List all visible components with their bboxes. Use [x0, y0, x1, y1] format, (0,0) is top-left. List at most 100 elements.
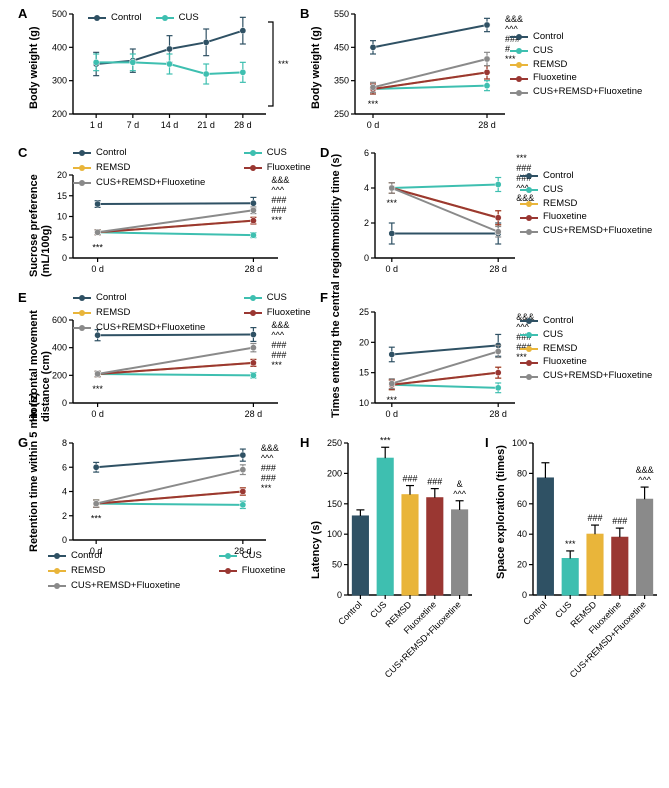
panel-D: D02460 d28 d******######^^^&&&Immobility…: [320, 145, 665, 280]
panel-A: A2003004005001 d7 d14 d21 d28 d***Body w…: [18, 6, 278, 136]
legend-item: Control: [88, 12, 142, 25]
svg-text:^^^: ^^^: [453, 489, 466, 499]
legend-label: REMSD: [71, 565, 105, 578]
y-axis-title: Retention time within 5 min (s): [28, 392, 40, 552]
y-axis-title-line: Times entering the central region: [330, 244, 342, 417]
legend-item: REMSD: [73, 162, 228, 175]
legend-swatch: [244, 149, 262, 157]
legend-swatch: [88, 14, 106, 22]
legend-swatch: [48, 567, 66, 575]
panel-B: B2503504505500 d28 d***&&&^^^####***Body…: [300, 6, 660, 136]
y-axis-title-line: Body weight (g): [28, 27, 40, 110]
svg-text:28 d: 28 d: [245, 409, 263, 419]
svg-text:100: 100: [512, 438, 527, 448]
svg-text:500: 500: [52, 9, 67, 19]
legend-swatch: [73, 149, 91, 157]
svg-text:4: 4: [364, 183, 369, 193]
legend-label: REMSD: [96, 307, 130, 320]
y-axis-title: Body weight (g): [310, 27, 322, 110]
legend-swatch: [48, 582, 66, 590]
svg-text:0: 0: [364, 253, 369, 263]
panel-H: H050100150200250ControlCUS***REMSD###Flu…: [300, 435, 480, 725]
svg-text:###: ###: [261, 463, 276, 473]
svg-text:28 d: 28 d: [234, 120, 252, 130]
legend-item: CUS: [520, 329, 652, 342]
svg-text:80: 80: [517, 468, 527, 478]
legend-item: Control: [520, 315, 652, 328]
panel-G: G024680 d28 d***&&&^^^######***Retention…: [18, 435, 278, 600]
legend: ControlCUSREMSDFluoxetineCUS+REMSD+Fluox…: [48, 550, 308, 593]
legend-item: CUS: [156, 12, 199, 25]
svg-text:###: ###: [271, 350, 286, 360]
legend-label: CUS: [543, 184, 563, 197]
plot-svg: 050100150200250ControlCUS***REMSD###Fluo…: [300, 435, 480, 725]
legend-label: Fluoxetine: [533, 72, 577, 85]
legend-swatch: [48, 552, 66, 560]
legend-swatch: [156, 14, 174, 22]
legend-label: Fluoxetine: [267, 162, 311, 175]
svg-text:4: 4: [62, 487, 67, 497]
legend-label: CUS: [179, 12, 199, 25]
legend-swatch: [219, 552, 237, 560]
legend-item: Fluoxetine: [510, 72, 642, 85]
legend: ControlCUSREMSDFluoxetineCUS+REMSD+Fluox…: [73, 292, 333, 335]
svg-text:100: 100: [327, 529, 342, 539]
svg-text:^^^: ^^^: [261, 453, 274, 463]
svg-text:2: 2: [364, 218, 369, 228]
svg-text:20: 20: [359, 337, 369, 347]
legend-swatch: [510, 89, 528, 97]
svg-text:***: ***: [92, 384, 103, 394]
legend-label: Fluoxetine: [543, 356, 587, 369]
svg-text:8: 8: [62, 438, 67, 448]
svg-text:350: 350: [334, 76, 349, 86]
legend-label: CUS+REMSD+Fluoxetine: [533, 86, 642, 99]
svg-text:***: ***: [278, 59, 289, 69]
svg-text:400: 400: [52, 343, 67, 353]
svg-text:7 d: 7 d: [127, 120, 140, 130]
plot-svg: 020406080100ControlCUS***REMSD###Fluoxet…: [485, 435, 665, 725]
svg-text:###: ###: [587, 513, 602, 523]
svg-text:14 d: 14 d: [161, 120, 179, 130]
svg-text:^^^: ^^^: [638, 475, 651, 485]
y-axis-title-line: Sucrose preference: [28, 174, 40, 277]
legend-item: CUS+REMSD+Fluoxetine: [48, 580, 203, 593]
legend: ControlCUSREMSDFluoxetineCUS+REMSD+Fluox…: [520, 315, 652, 384]
svg-text:0: 0: [62, 535, 67, 545]
legend-item: REMSD: [48, 565, 203, 578]
legend-swatch: [520, 317, 538, 325]
svg-text:50: 50: [332, 560, 342, 570]
legend-item: Fluoxetine: [520, 356, 652, 369]
svg-text:6: 6: [62, 462, 67, 472]
legend-swatch: [244, 164, 262, 172]
panel-C: C051015200 d28 d***&&&^^^######***Sucros…: [18, 145, 318, 280]
legend-item: REMSD: [520, 198, 652, 211]
figure-root: A2003004005001 d7 d14 d21 d28 d***Body w…: [0, 0, 669, 788]
legend-label: Control: [543, 315, 574, 328]
svg-text:10: 10: [57, 212, 67, 222]
legend-swatch: [73, 179, 91, 187]
svg-text:***: ***: [380, 435, 391, 445]
svg-text:10: 10: [359, 398, 369, 408]
legend-swatch: [520, 186, 538, 194]
svg-text:***: ***: [92, 242, 103, 252]
legend-item: Fluoxetine: [219, 565, 308, 578]
svg-text:28 d: 28 d: [489, 409, 507, 419]
legend-item: REMSD: [520, 343, 652, 356]
legend-swatch: [520, 214, 538, 222]
svg-text:250: 250: [327, 438, 342, 448]
svg-text:6: 6: [364, 148, 369, 158]
legend-label: REMSD: [533, 59, 567, 72]
svg-text:###: ###: [427, 477, 442, 487]
legend-item: CUS+REMSD+Fluoxetine: [73, 322, 228, 335]
svg-text:2: 2: [62, 511, 67, 521]
legend: ControlCUSREMSDFluoxetineCUS+REMSD+Fluox…: [520, 170, 652, 239]
panel-F: F101520250 d28 d***&&&^^^######***Times …: [320, 290, 665, 425]
legend-swatch: [520, 359, 538, 367]
legend-swatch: [244, 309, 262, 317]
legend-label: Fluoxetine: [242, 565, 286, 578]
legend-label: Control: [111, 12, 142, 25]
legend-item: CUS: [520, 184, 652, 197]
legend-swatch: [510, 33, 528, 41]
legend-label: Fluoxetine: [543, 211, 587, 224]
y-axis-title-line: (mL/100g): [40, 225, 52, 277]
